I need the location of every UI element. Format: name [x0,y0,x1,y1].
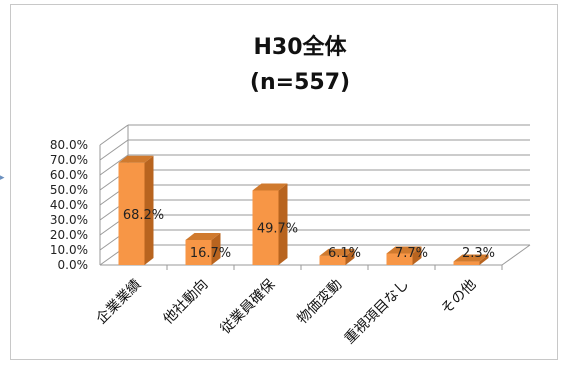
y-tick-label: 50.0% [50,183,88,197]
chart-subtitle: (n=557) [249,70,351,95]
chart-title: H30全体 (n=557) [200,30,400,100]
data-label: 49.7% [257,222,298,237]
data-label: 6.1% [328,246,361,261]
y-tick-label: 20.0% [50,228,88,242]
x-category-label: 重視項目なし [342,277,413,348]
y-tick-label: 40.0% [50,198,88,212]
y-tick-label: 10.0% [50,243,88,257]
bar [319,255,346,265]
bar [118,162,145,265]
left-arrow-icon: ▸ [0,173,5,183]
y-tick-label: 70.0% [50,153,88,167]
bar-top [386,246,422,254]
data-label: 68.2% [123,208,164,223]
bar-side [211,232,221,265]
x-category-label: 物価変動 [294,276,346,328]
bar-side [144,155,154,265]
data-label: 2.3% [462,246,495,261]
bar [386,253,413,265]
x-category-label: 企業業績 [93,276,145,328]
bar-top [453,254,489,262]
chart-title-main: H30全体 [253,35,347,60]
y-tick-label: 80.0% [50,138,88,152]
bar-side [278,183,288,265]
bar-top [319,248,355,256]
y-tick-label: 60.0% [50,168,88,182]
x-category-label: その他 [438,277,479,318]
bar-side [479,254,489,265]
data-label: 16.7% [190,246,231,261]
chart-frame [10,4,558,360]
x-category-label: 従業員確保 [218,277,279,338]
gridline-side [99,154,129,176]
x-category-label: 他社動向 [160,277,211,328]
bar [252,190,279,265]
bar [453,261,480,265]
bar [185,239,212,265]
floor-right-edge [501,244,531,266]
data-label: 7.7% [395,246,428,261]
bar-top [252,183,288,191]
gridline-side [99,139,129,161]
bar-side [345,248,355,265]
bar-top [185,232,221,240]
gridline-side [99,124,129,146]
bar-side [412,246,422,265]
bar-top [118,155,154,163]
y-tick-label: 0.0% [58,258,89,272]
y-tick-label: 30.0% [50,213,88,227]
